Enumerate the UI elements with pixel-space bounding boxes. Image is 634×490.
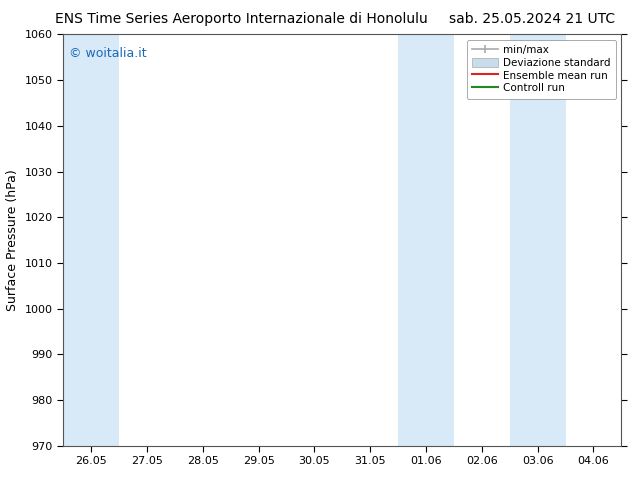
Bar — [63, 34, 119, 446]
Text: © woitalia.it: © woitalia.it — [69, 47, 146, 60]
Bar — [510, 34, 566, 446]
Text: sab. 25.05.2024 21 UTC: sab. 25.05.2024 21 UTC — [449, 12, 615, 26]
Y-axis label: Surface Pressure (hPa): Surface Pressure (hPa) — [6, 169, 19, 311]
Legend: min/max, Deviazione standard, Ensemble mean run, Controll run: min/max, Deviazione standard, Ensemble m… — [467, 40, 616, 98]
Bar — [398, 34, 454, 446]
Text: ENS Time Series Aeroporto Internazionale di Honolulu: ENS Time Series Aeroporto Internazionale… — [55, 12, 427, 26]
